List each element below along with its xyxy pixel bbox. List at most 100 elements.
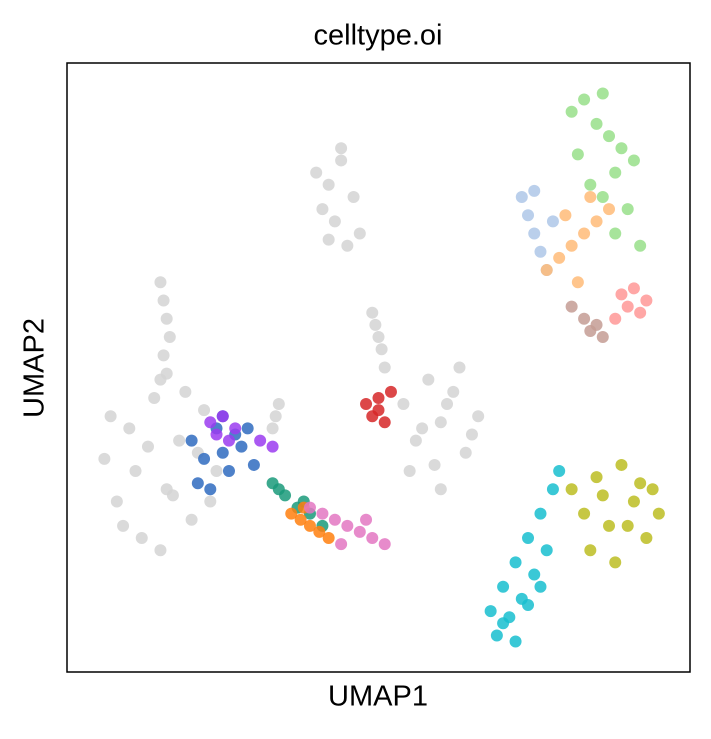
point xyxy=(596,331,609,344)
point xyxy=(222,434,235,447)
point xyxy=(472,410,485,423)
point xyxy=(369,318,382,331)
point xyxy=(322,233,335,246)
point xyxy=(565,483,578,496)
point xyxy=(160,312,173,325)
point xyxy=(546,215,559,228)
point xyxy=(360,513,373,526)
point xyxy=(621,300,634,313)
point xyxy=(497,617,510,630)
point xyxy=(341,239,354,252)
point xyxy=(627,282,640,295)
point xyxy=(422,373,435,386)
point xyxy=(609,312,622,325)
point xyxy=(578,312,591,325)
point xyxy=(303,519,316,532)
point xyxy=(553,251,566,264)
point xyxy=(509,556,522,569)
point xyxy=(378,416,391,429)
point xyxy=(640,532,653,545)
point xyxy=(154,544,167,557)
point xyxy=(353,227,366,240)
point xyxy=(322,178,335,191)
point xyxy=(546,483,559,496)
point xyxy=(266,440,279,453)
point xyxy=(590,471,603,484)
point xyxy=(335,142,348,155)
point xyxy=(515,190,528,203)
point xyxy=(615,288,628,301)
point xyxy=(157,294,170,307)
point xyxy=(266,422,279,435)
point xyxy=(216,410,229,423)
point xyxy=(590,318,603,331)
point xyxy=(522,599,535,612)
point xyxy=(590,117,603,130)
point xyxy=(148,391,161,404)
point xyxy=(366,532,379,545)
point xyxy=(222,465,235,478)
point xyxy=(154,276,167,289)
point xyxy=(229,422,242,435)
point xyxy=(272,398,285,411)
point xyxy=(565,300,578,313)
point xyxy=(578,93,591,106)
point xyxy=(272,483,285,496)
point xyxy=(465,428,478,441)
point xyxy=(627,495,640,508)
point xyxy=(353,525,366,538)
point xyxy=(540,264,553,277)
point xyxy=(117,519,130,532)
point xyxy=(179,385,192,398)
point xyxy=(497,580,510,593)
point xyxy=(285,507,298,520)
point xyxy=(578,227,591,240)
point xyxy=(185,434,198,447)
point xyxy=(596,87,609,100)
point xyxy=(634,306,647,319)
point xyxy=(328,513,341,526)
point xyxy=(316,507,329,520)
point xyxy=(375,343,388,356)
point xyxy=(173,434,186,447)
point xyxy=(652,507,665,520)
point xyxy=(522,209,535,222)
point xyxy=(434,483,447,496)
point xyxy=(366,306,379,319)
point xyxy=(397,398,410,411)
point xyxy=(596,489,609,502)
point xyxy=(609,556,622,569)
point xyxy=(528,568,541,581)
point xyxy=(303,501,316,514)
point xyxy=(372,404,385,417)
point xyxy=(634,477,647,490)
point xyxy=(634,239,647,252)
point xyxy=(621,203,634,216)
point xyxy=(441,398,454,411)
point xyxy=(185,513,198,526)
point xyxy=(160,367,173,380)
point xyxy=(534,507,547,520)
plot-frame xyxy=(66,62,691,673)
point xyxy=(590,215,603,228)
point xyxy=(615,142,628,155)
point xyxy=(447,385,460,398)
point xyxy=(235,440,248,453)
point xyxy=(384,385,397,398)
point xyxy=(241,422,254,435)
point xyxy=(313,525,326,538)
point xyxy=(559,209,572,222)
point xyxy=(104,410,117,423)
point xyxy=(640,294,653,307)
point xyxy=(603,203,616,216)
point xyxy=(434,416,447,429)
point xyxy=(322,532,335,545)
point xyxy=(484,605,497,618)
point xyxy=(110,495,123,508)
point xyxy=(490,629,503,642)
point xyxy=(453,361,466,374)
point xyxy=(157,349,170,362)
point xyxy=(528,184,541,197)
x-axis-label: UMAP1 xyxy=(328,681,428,713)
point xyxy=(509,635,522,648)
